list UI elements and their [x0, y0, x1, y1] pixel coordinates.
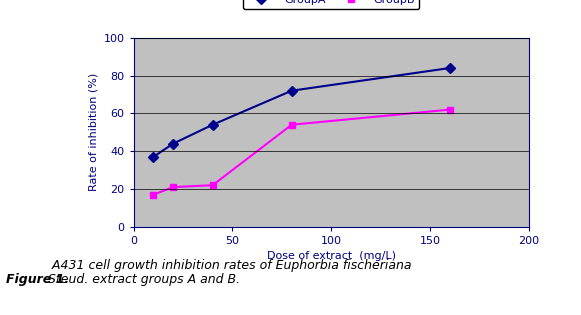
- Y-axis label: Rate of inhibition (%): Rate of inhibition (%): [88, 73, 98, 192]
- Text: A431 cell growth inhibition rates of Euphorbia fischeriana
Steud. extract groups: A431 cell growth inhibition rates of Eup…: [48, 259, 411, 287]
- GroupA: [288, 89, 295, 93]
- GroupB: [150, 193, 157, 197]
- Text: Figure 1.: Figure 1.: [6, 273, 69, 287]
- GroupB: [170, 185, 177, 189]
- Line: GroupB: GroupB: [150, 106, 453, 198]
- GroupB: [446, 108, 453, 112]
- Legend: GroupA, GroupB: GroupA, GroupB: [243, 0, 419, 9]
- GroupA: [170, 142, 177, 146]
- GroupB: [288, 123, 295, 127]
- GroupB: [209, 183, 216, 187]
- X-axis label: Dose of extract  (mg/L): Dose of extract (mg/L): [267, 251, 396, 261]
- Line: GroupA: GroupA: [150, 65, 453, 160]
- GroupA: [150, 155, 157, 159]
- GroupA: [209, 123, 216, 127]
- GroupA: [446, 66, 453, 70]
